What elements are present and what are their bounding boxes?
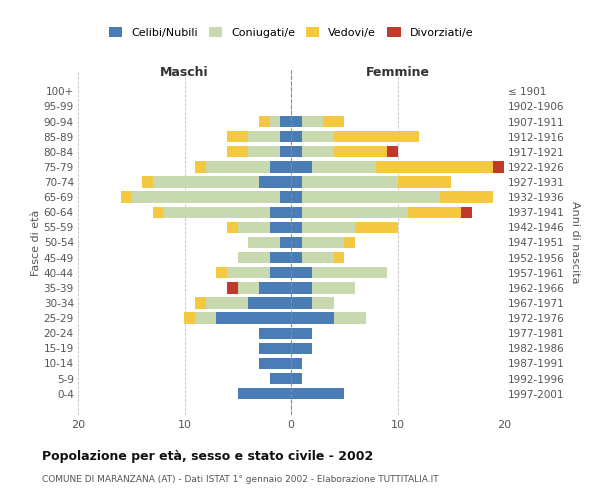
Bar — [121, 192, 131, 203]
Bar — [334, 312, 365, 324]
Bar — [302, 176, 398, 188]
Bar — [248, 237, 280, 248]
Legend: Celibi/Nubili, Coniugati/e, Vedovi/e, Divorziati/e: Celibi/Nubili, Coniugati/e, Vedovi/e, Di… — [106, 24, 476, 42]
Bar — [206, 298, 248, 308]
Bar — [493, 162, 504, 172]
Bar — [238, 388, 291, 400]
Bar — [227, 282, 238, 294]
Bar — [313, 282, 355, 294]
Bar — [259, 176, 291, 188]
Text: Femmine: Femmine — [365, 66, 430, 80]
Bar — [291, 328, 313, 339]
Bar — [217, 312, 291, 324]
Bar — [280, 237, 291, 248]
Bar — [291, 312, 334, 324]
Bar — [270, 373, 291, 384]
Text: Maschi: Maschi — [160, 66, 209, 80]
Bar — [195, 312, 217, 324]
Bar — [259, 116, 270, 127]
Bar — [280, 192, 291, 203]
Bar — [280, 116, 291, 127]
Bar — [334, 252, 344, 264]
Bar — [163, 206, 270, 218]
Bar — [302, 206, 408, 218]
Bar — [323, 116, 344, 127]
Bar — [195, 298, 206, 308]
Bar — [313, 267, 387, 278]
Bar — [334, 131, 419, 142]
Bar — [313, 162, 376, 172]
Bar — [142, 176, 152, 188]
Bar — [291, 237, 302, 248]
Bar — [259, 282, 291, 294]
Bar — [270, 206, 291, 218]
Bar — [238, 252, 270, 264]
Bar — [291, 358, 302, 369]
Bar — [313, 298, 334, 308]
Y-axis label: Anni di nascita: Anni di nascita — [571, 201, 580, 284]
Bar — [302, 252, 334, 264]
Bar — [344, 237, 355, 248]
Bar — [291, 146, 302, 158]
Bar — [408, 206, 461, 218]
Text: COMUNE DI MARANZANA (AT) - Dati ISTAT 1° gennaio 2002 - Elaborazione TUTTITALIA.: COMUNE DI MARANZANA (AT) - Dati ISTAT 1°… — [42, 475, 439, 484]
Bar — [248, 131, 280, 142]
Bar — [387, 146, 398, 158]
Bar — [227, 222, 238, 233]
Bar — [461, 206, 472, 218]
Bar — [270, 252, 291, 264]
Bar — [291, 282, 313, 294]
Bar — [291, 342, 313, 354]
Y-axis label: Fasce di età: Fasce di età — [31, 210, 41, 276]
Bar — [291, 388, 344, 400]
Bar — [302, 222, 355, 233]
Bar — [259, 342, 291, 354]
Bar — [302, 116, 323, 127]
Bar — [217, 267, 227, 278]
Text: Popolazione per età, sesso e stato civile - 2002: Popolazione per età, sesso e stato civil… — [42, 450, 373, 463]
Bar — [291, 298, 313, 308]
Bar — [270, 116, 280, 127]
Bar — [185, 312, 195, 324]
Bar — [440, 192, 493, 203]
Bar — [291, 267, 313, 278]
Bar — [291, 252, 302, 264]
Bar — [376, 162, 493, 172]
Bar — [131, 192, 280, 203]
Bar — [270, 267, 291, 278]
Bar — [291, 192, 302, 203]
Bar — [302, 192, 440, 203]
Bar — [152, 206, 163, 218]
Bar — [259, 328, 291, 339]
Bar — [195, 162, 206, 172]
Bar — [291, 131, 302, 142]
Bar — [355, 222, 398, 233]
Bar — [206, 162, 270, 172]
Bar — [334, 146, 387, 158]
Bar — [291, 222, 302, 233]
Bar — [227, 146, 248, 158]
Bar — [227, 267, 270, 278]
Bar — [259, 358, 291, 369]
Bar — [270, 222, 291, 233]
Bar — [238, 282, 259, 294]
Bar — [291, 162, 313, 172]
Bar — [227, 131, 248, 142]
Bar — [238, 222, 270, 233]
Bar — [291, 176, 302, 188]
Bar — [270, 162, 291, 172]
Bar — [280, 131, 291, 142]
Bar — [291, 206, 302, 218]
Bar — [248, 146, 280, 158]
Bar — [248, 298, 291, 308]
Bar — [291, 116, 302, 127]
Bar — [280, 146, 291, 158]
Bar — [302, 131, 334, 142]
Bar — [291, 373, 302, 384]
Bar — [398, 176, 451, 188]
Bar — [302, 237, 344, 248]
Bar — [302, 146, 334, 158]
Bar — [152, 176, 259, 188]
